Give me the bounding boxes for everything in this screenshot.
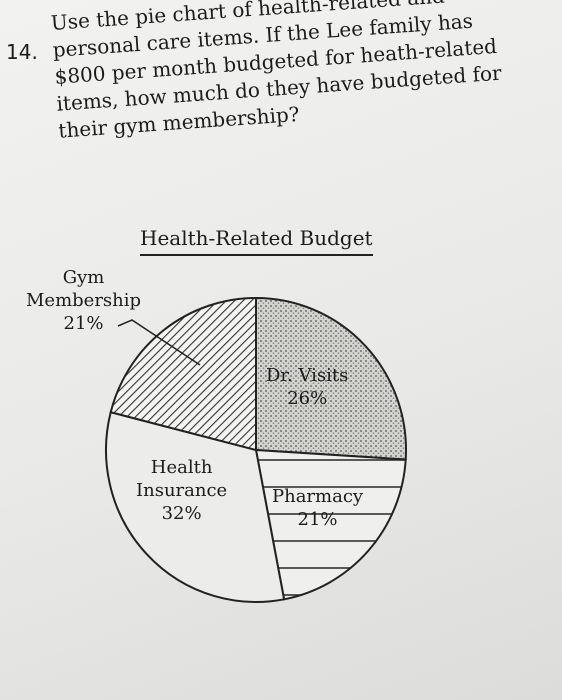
pie-slice-health-insurance <box>105 410 286 603</box>
chart-title: Health-Related Budget <box>140 226 373 256</box>
slice-label-gym-membership: Gym Membership 21% <box>26 266 141 335</box>
leader-line-gym-membership <box>117 319 201 366</box>
slice-percent: 26% <box>287 388 328 409</box>
slice-name-line: Dr. Visits <box>266 365 349 386</box>
question-number: 14. <box>6 40 38 64</box>
slice-name-line: Insurance <box>136 480 228 501</box>
pie-slice-pharmacy <box>254 448 407 601</box>
pie-slice-gym-membership <box>109 296 257 452</box>
slice-percent: 32% <box>161 503 202 524</box>
slice-name-line: Gym <box>62 267 105 288</box>
slice-label-pharmacy: Pharmacy 21% <box>272 485 363 531</box>
slice-name-line: Membership <box>26 290 142 311</box>
slice-percent: 21% <box>297 509 338 530</box>
slice-percent: 21% <box>63 313 104 334</box>
pie-slice-dr-visits <box>255 296 407 461</box>
slice-label-health-insurance: Health Insurance 32% <box>136 456 227 525</box>
slice-name-line: Pharmacy <box>272 486 364 507</box>
slice-name-line: Health <box>150 457 213 478</box>
slice-label-dr-visits: Dr. Visits 26% <box>266 364 348 410</box>
